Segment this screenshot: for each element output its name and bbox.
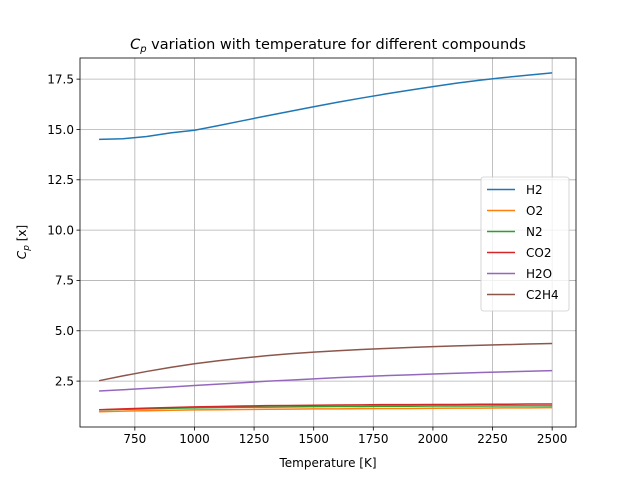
legend-entry-o2: O2 — [526, 204, 543, 218]
series-line-n2 — [99, 405, 553, 411]
ylabel-sub: p — [22, 245, 32, 252]
y-tick-label: 15.0 — [47, 123, 74, 137]
series-line-c2h4 — [98, 342, 553, 382]
x-axis-label: Temperature [K] — [278, 456, 376, 470]
ylabel-rest: [x] — [15, 225, 29, 245]
chart-title: Cp variation with temperature for differ… — [130, 37, 526, 55]
title-sub: p — [139, 44, 146, 55]
title-rest: variation with temperature for different… — [147, 37, 526, 53]
legend-entry-n2: N2 — [526, 225, 543, 239]
series-line-h2 — [99, 72, 553, 141]
y-tick-label: 12.5 — [47, 173, 74, 187]
y-tick-label: 17.5 — [47, 72, 74, 86]
series-line-h2o — [99, 369, 553, 392]
x-tick-label: 2000 — [418, 432, 449, 446]
y-tick-label: 7.5 — [55, 274, 74, 288]
x-tick-label: 750 — [123, 432, 146, 446]
legend-entry-h2o: H2O — [526, 267, 552, 281]
x-tick-label: 2500 — [537, 432, 568, 446]
y-tick-label: 10.0 — [47, 223, 74, 237]
ylabel-main: C — [15, 250, 29, 259]
series-line-o2 — [99, 406, 553, 413]
legend-entry-c2h4: C2H4 — [526, 288, 559, 302]
y-tick-label: 2.5 — [55, 374, 74, 388]
series-line-co2 — [99, 403, 553, 411]
legend-entry-co2: CO2 — [526, 246, 551, 260]
y-axis-label: Cp [x] — [15, 225, 32, 259]
x-tick-label: 2250 — [477, 432, 508, 446]
legend-entry-h2: H2 — [526, 183, 543, 197]
plot-frame — [79, 57, 577, 428]
x-tick-label: 1250 — [239, 432, 270, 446]
y-tick-label: 5.0 — [55, 324, 74, 338]
title-main: C — [130, 37, 141, 53]
legend: H2 O2 N2 CO2 H2O C2H4 — [480, 176, 570, 312]
series-lines — [98, 72, 553, 413]
x-tick-label: 1750 — [358, 432, 389, 446]
x-tick-label: 1500 — [298, 432, 329, 446]
x-tick-label: 1000 — [179, 432, 210, 446]
axis-ticks: 750 1000 1250 1500 1750 2000 2250 2500 2.5 5.0 7.5… — [47, 72, 567, 446]
